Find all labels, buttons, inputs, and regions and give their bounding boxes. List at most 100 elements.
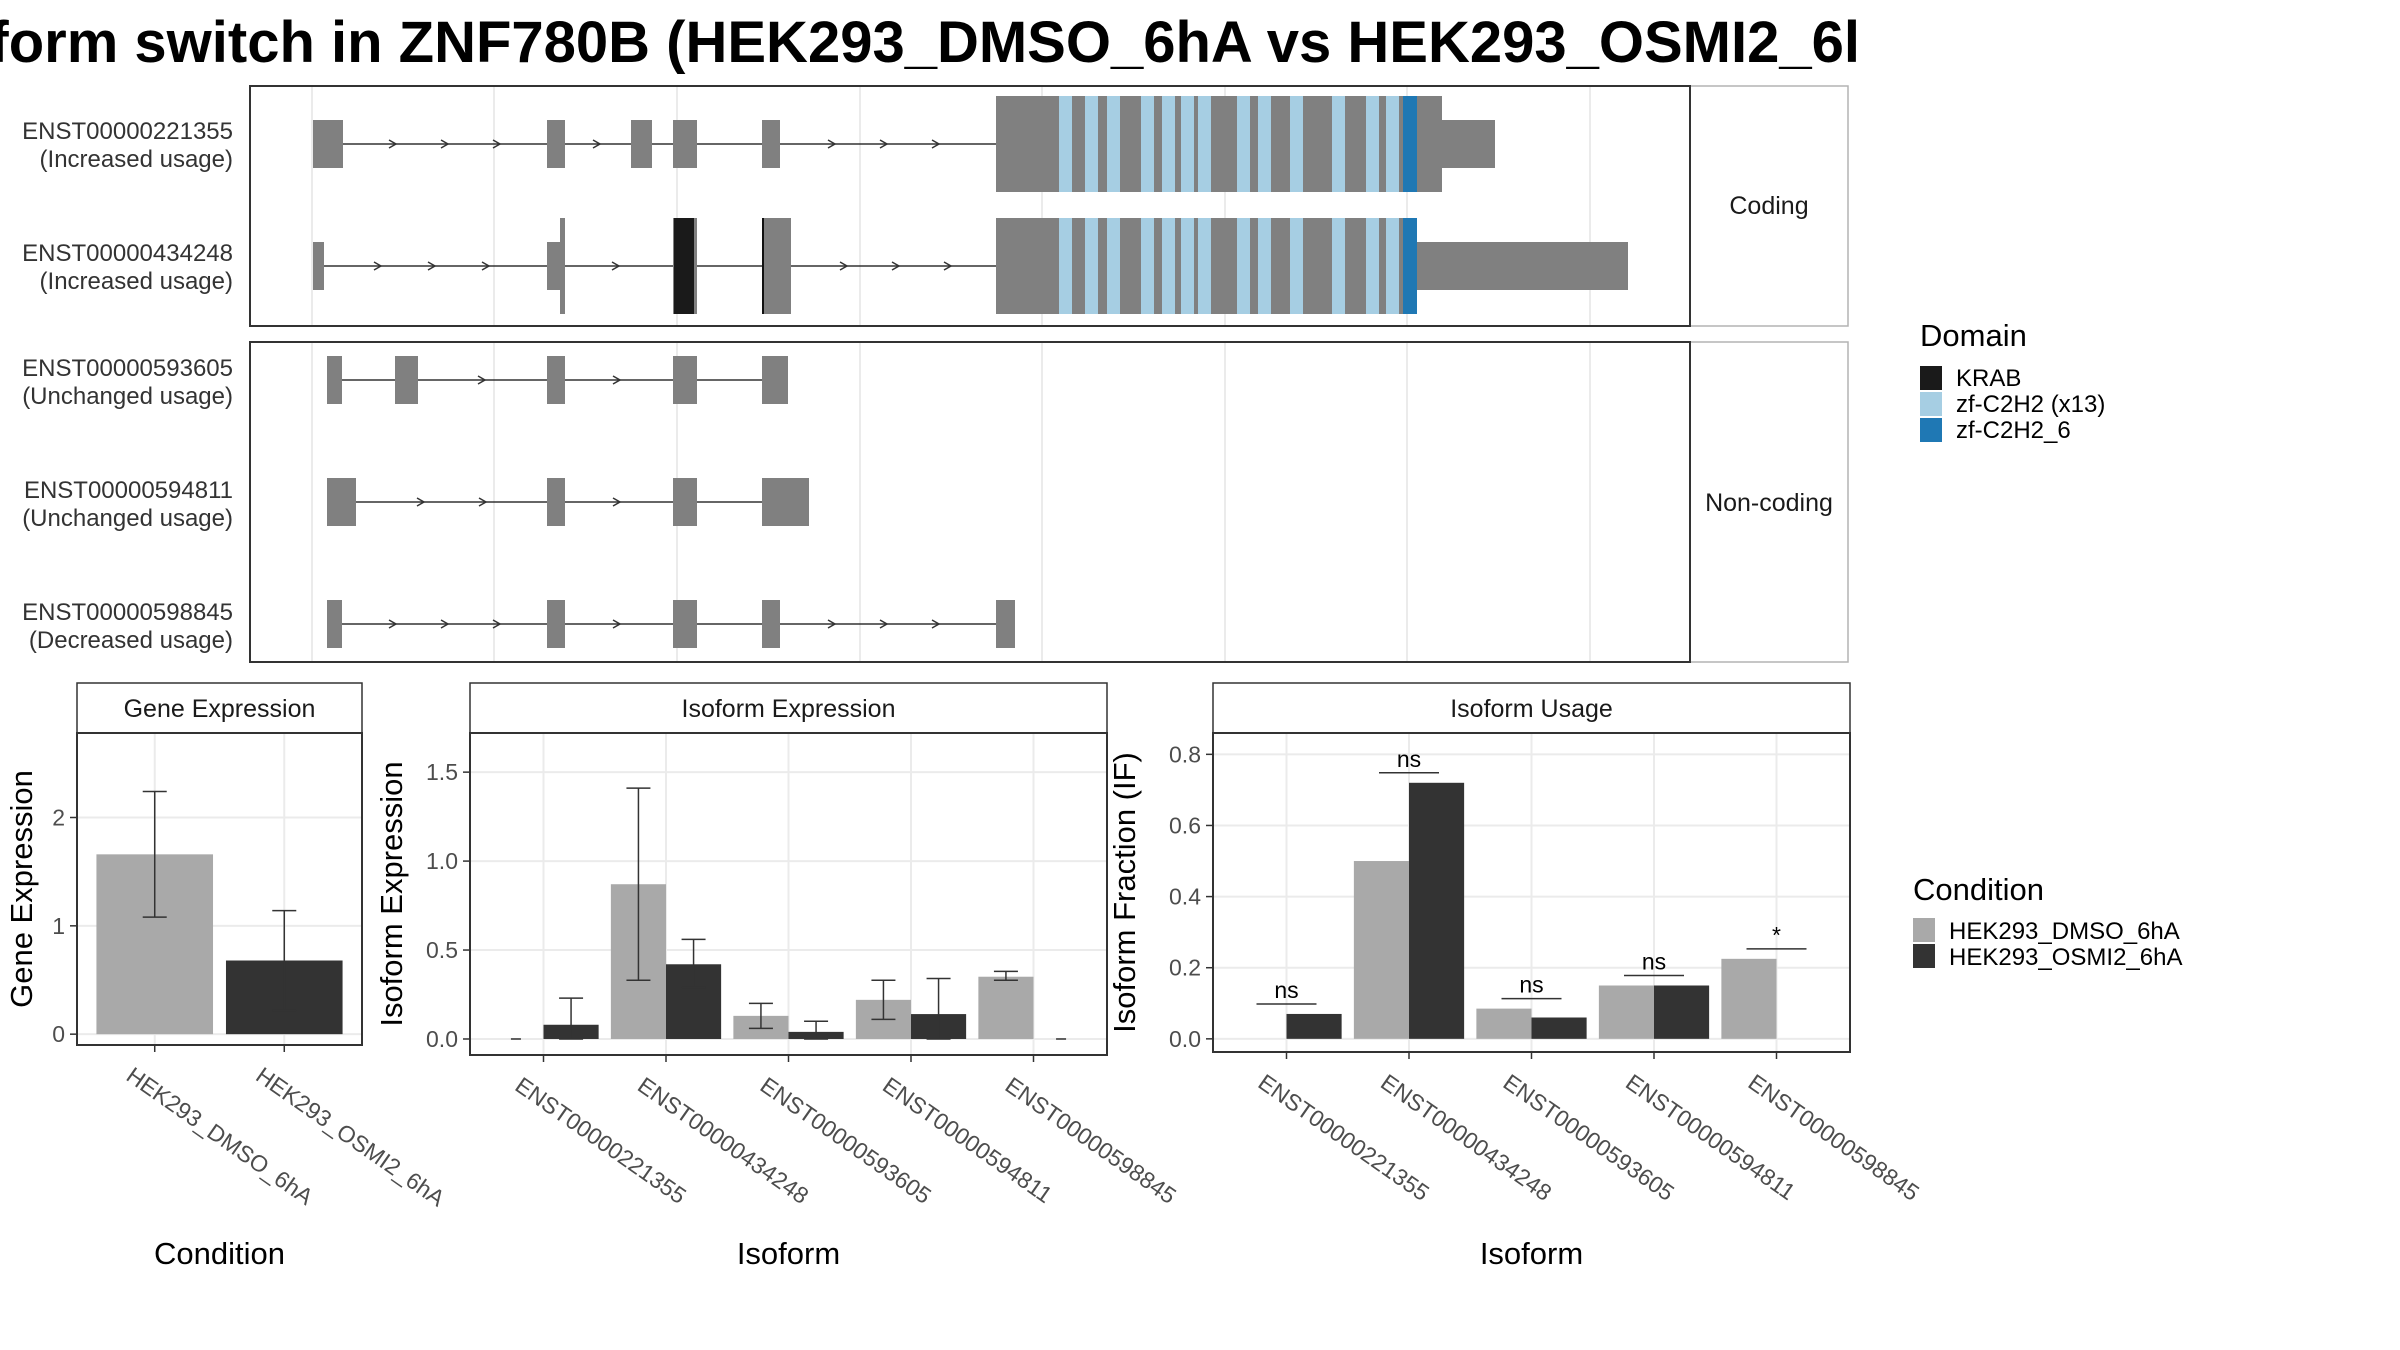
y-axis-title: Gene Expression — [4, 770, 39, 1008]
domain-zf-c2h2 — [1258, 218, 1271, 314]
strand-arrow — [612, 497, 622, 507]
exon — [560, 218, 565, 314]
panel-strip — [76, 682, 363, 734]
transcript-usage-label: (Increased usage) — [40, 268, 233, 295]
isoform-expression-panel: Isoform Expression0.00.51.01.5ENST000002… — [374, 682, 1181, 1271]
transcript-id-label: ENST00000593605 — [22, 355, 233, 382]
significance-label: ns — [1274, 977, 1298, 1003]
exon — [327, 600, 342, 648]
strand-arrow — [827, 139, 837, 149]
exon — [395, 356, 418, 404]
significance-label: ns — [1642, 948, 1666, 974]
exon — [762, 478, 809, 526]
y-tick-label: 0.0 — [426, 1026, 458, 1052]
y-tick-label: 2 — [52, 805, 65, 831]
domain-zf-c2h2 — [1107, 96, 1120, 192]
noncoding-strip — [1689, 341, 1849, 663]
exon — [673, 478, 697, 526]
strand-arrow — [388, 619, 398, 629]
exon — [673, 120, 697, 168]
chart-title: e isoform switch in ZNF780B (HEK293_DMSO… — [0, 10, 1860, 75]
exon — [996, 96, 1036, 192]
exon — [547, 478, 565, 526]
strand-arrow — [612, 619, 622, 629]
transcript-usage-label: (Increased usage) — [40, 146, 233, 173]
strand-arrow — [388, 139, 398, 149]
y-tick-label: 1 — [52, 913, 65, 939]
domain-zf-c2h2 — [1085, 218, 1098, 314]
gene-expression-panel: Gene Expression012HEK293_DMSO_6hAHEK293_… — [4, 682, 450, 1271]
transcript-labels: ENST00000221355 (Increased usage) ENST00… — [22, 118, 233, 654]
legend-label-dmso: HEK293_DMSO_6hA — [1949, 918, 2180, 945]
x-axis-title: Isoform — [737, 1236, 840, 1271]
domain-zf-c2h2 — [1181, 218, 1194, 314]
domain-zf-c2h2 — [1059, 218, 1072, 314]
panel-title: Isoform Usage — [1450, 695, 1613, 723]
chart-title-container: e isoform switch in ZNF780B (HEK293_DMSO… — [0, 8, 1860, 78]
legend-key-krab — [1920, 366, 1942, 390]
bar — [978, 976, 1034, 1039]
transcript-id-label: ENST00000221355 — [22, 118, 233, 145]
legend-key-osmi2 — [1913, 944, 1935, 968]
strand-arrow — [931, 619, 941, 629]
y-axis-title: Isoform Expression — [374, 761, 409, 1026]
domain-zf-c2h2 — [1162, 96, 1175, 192]
panel-title: Gene Expression — [124, 695, 316, 723]
domain-zf-c2h2 — [1198, 218, 1211, 314]
exon — [547, 600, 565, 648]
strand-arrow — [931, 139, 941, 149]
domain-zf-c2h2 — [1332, 218, 1345, 314]
significance-label: ns — [1519, 972, 1543, 998]
significance-label: * — [1772, 922, 1781, 948]
transcript-tracks — [313, 96, 1628, 648]
bar — [1409, 782, 1465, 1039]
domain-zf-c2h2 — [1237, 96, 1250, 192]
legend-label-osmi2: HEK293_OSMI2_6hA — [1949, 944, 2182, 971]
y-tick-label: 0.5 — [426, 937, 458, 963]
strand-arrow — [427, 261, 437, 271]
strand-arrow — [481, 261, 491, 271]
bar — [1598, 985, 1654, 1039]
y-tick-label: 1.0 — [426, 848, 458, 874]
transcript-id-label: ENST00000598845 — [22, 599, 233, 626]
transcript-usage-label: (Unchanged usage) — [22, 383, 233, 410]
strand-arrow — [478, 497, 488, 507]
exon — [547, 120, 565, 168]
exon — [1442, 242, 1628, 290]
legend-label-zf-c2h2-x13: zf-C2H2 (x13) — [1956, 391, 2105, 418]
condition-legend: Condition HEK293_DMSO_6hA HEK293_OSMI2_6… — [1913, 872, 2182, 971]
domain-zf-c2h2 — [1332, 96, 1345, 192]
exon — [762, 356, 788, 404]
bar — [1476, 1008, 1532, 1039]
domain-zf-c2h2 — [1290, 96, 1303, 192]
bar — [1721, 958, 1777, 1039]
panel-strip — [469, 682, 1108, 734]
isoform-usage-panel: Isoform Usage0.00.20.40.60.8nsnsnsns*ENS… — [1107, 682, 1924, 1271]
domain-zf-c2h2 — [1386, 96, 1399, 192]
strand-arrow — [492, 619, 502, 629]
panel-title: Isoform Expression — [682, 695, 896, 723]
panel-border — [76, 732, 363, 1046]
strand-arrow — [440, 619, 450, 629]
domain-zf-c2h2 — [1237, 218, 1250, 314]
y-tick-label: 0 — [52, 1021, 65, 1047]
exon — [1442, 120, 1495, 168]
y-tick-label: 0.4 — [1169, 884, 1201, 910]
domain-zf-c2h2 — [1107, 218, 1120, 314]
strand-arrow — [879, 139, 889, 149]
exon — [762, 600, 780, 648]
exon — [673, 356, 697, 404]
y-tick-label: 0.0 — [1169, 1026, 1201, 1052]
transcript-id-label: ENST00000434248 — [22, 240, 233, 267]
y-tick-label: 1.5 — [426, 759, 458, 785]
strand-arrow — [373, 261, 383, 271]
transcript-id-label: ENST00000594811 — [24, 477, 233, 504]
bar — [1654, 985, 1710, 1039]
x-axis-title: Condition — [154, 1236, 285, 1271]
y-tick-label: 0.6 — [1169, 812, 1201, 838]
strand-arrow — [839, 261, 849, 271]
domain-zf-c2h2 — [1366, 96, 1379, 192]
domain-zf-c2h2 — [1141, 96, 1154, 192]
transcript-panel: Coding Non-coding ENST00000221355 (Incre… — [22, 85, 1849, 663]
coding-panel-border — [249, 85, 1691, 327]
